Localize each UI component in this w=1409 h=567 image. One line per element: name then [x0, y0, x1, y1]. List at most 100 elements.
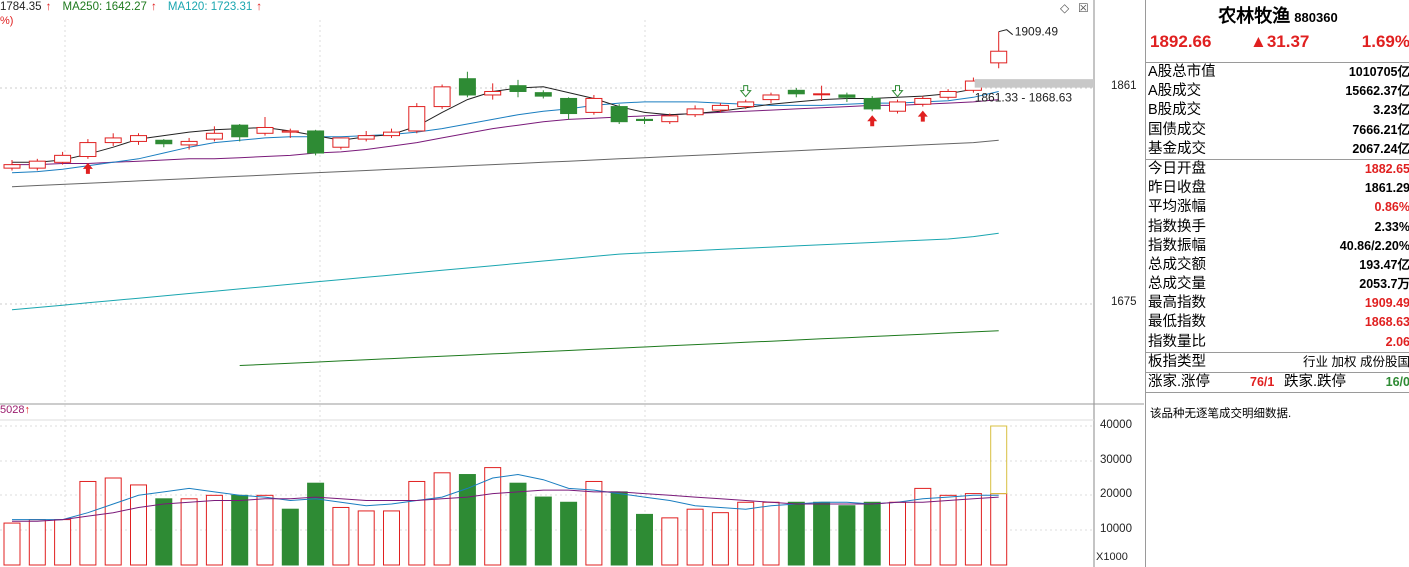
tick-data-note: 该品种无逐笔成交明细数据. — [1150, 408, 1292, 420]
candle-body — [281, 130, 299, 133]
stat-row: 国债成交 7666.21亿 — [1146, 121, 1409, 140]
price-tick-1675: 1675 — [1111, 296, 1137, 308]
volume-bar — [610, 491, 628, 566]
volume-bar — [205, 494, 223, 566]
candle-body — [610, 106, 628, 123]
candle-body — [813, 93, 831, 96]
stat-row: 指数量比 2.06 — [1146, 333, 1409, 352]
stat-row: 指数换手 2.33% — [1146, 218, 1409, 237]
stat-label: 基金成交 — [1148, 140, 1206, 157]
volume-bar — [155, 498, 173, 566]
volume-bar — [787, 501, 805, 566]
stat-label: 指数量比 — [1148, 333, 1206, 350]
down-count-value: 16/0 — [1385, 375, 1409, 389]
candle-body — [484, 90, 502, 96]
up-count-label: 涨家.涨停 — [1148, 374, 1211, 390]
stat-value: 2.33% — [1374, 219, 1409, 234]
stat-row: 指数振幅 40.86/2.20% — [1146, 237, 1409, 256]
volume-bar — [560, 501, 578, 566]
volume-bar — [838, 505, 856, 566]
ma60-line — [11, 139, 999, 188]
down-count-label: 跌家.跌停 — [1284, 374, 1347, 390]
stat-row: 平均涨幅 0.86% — [1146, 198, 1409, 217]
kline-chart-area[interactable]: 1909.49 1861.33 - 1868.63 1784.35 ↑ MA250:… — [0, 0, 1144, 567]
price-change: ▲31.37 — [1250, 32, 1310, 51]
stat-row: 昨日收盘 1861.29 — [1146, 179, 1409, 198]
volume-bar — [509, 482, 527, 566]
volume-bar — [711, 512, 729, 566]
stat-value: 1882.65 — [1364, 161, 1409, 176]
candle-body — [180, 140, 198, 146]
volume-bar — [737, 501, 755, 566]
volume-bar — [585, 480, 603, 566]
volume-bar — [813, 501, 831, 566]
candle-body — [130, 135, 147, 142]
volume-bar — [256, 494, 274, 566]
stat-label: 国债成交 — [1148, 121, 1206, 138]
stat-value: 1010705亿 — [1348, 65, 1409, 79]
ma-legend: 1784.35 ↑ MA250: 1642.27 ↑ MA120: 1723.31 ↑ — [0, 1, 270, 13]
vol-tick-20000: 20000 — [1100, 488, 1132, 500]
current-price: 1892.66 — [1150, 32, 1212, 51]
vol-tick-40000: 40000 — [1100, 419, 1132, 431]
volume-bar — [661, 517, 679, 566]
volume-bar — [54, 519, 72, 566]
volume-bar — [939, 494, 957, 566]
price-tick-1861: 1861 — [1111, 80, 1137, 92]
stat-row: 最低指数 1868.63 — [1146, 313, 1409, 332]
buy-arrow-icon — [867, 115, 878, 127]
volume-bar — [433, 472, 451, 566]
index-name: 农林牧渔 — [1218, 6, 1291, 26]
volume-bar — [863, 501, 881, 566]
candle-body — [383, 131, 400, 137]
stat-row: 总成交量 2053.7万 — [1146, 275, 1409, 294]
stat-label: 昨日收盘 — [1148, 180, 1206, 197]
candle-body — [104, 137, 122, 144]
candle-body — [939, 90, 957, 98]
volume-bar — [889, 501, 906, 566]
price-change-pct: 1.69% — [1361, 32, 1409, 51]
volume-bar — [408, 480, 426, 566]
high-annotation: 1909.49 — [1015, 25, 1059, 39]
ma-item-1: 1784.35 ↑ — [0, 1, 52, 13]
stat-label: 总成交量 — [1148, 276, 1206, 293]
volume-capacity-box — [990, 425, 1008, 495]
candle-body — [661, 115, 679, 123]
close-icon[interactable]: ☒ — [1078, 1, 1089, 15]
up-count-value: 76/1 — [1250, 375, 1275, 389]
candle-body — [231, 124, 249, 138]
candle-body — [737, 101, 755, 108]
volume-bar — [484, 467, 502, 566]
volume-bar — [79, 480, 97, 566]
stat-value: 15662.37亿 — [1345, 84, 1409, 99]
volume-bar — [686, 508, 704, 566]
stat-label: 最低指数 — [1148, 314, 1206, 331]
candle-body — [3, 164, 21, 169]
stat-value: 行业 加权 成份股国 — [1303, 354, 1409, 369]
stat-label: 平均涨幅 — [1148, 199, 1206, 216]
stat-value: 2067.24亿 — [1352, 141, 1409, 156]
volume-bar — [534, 496, 552, 566]
candle-body — [54, 154, 72, 163]
limit-row: 涨家.涨停 76/1 跌家.跌停 16/0 — [1146, 372, 1409, 394]
volume-bar — [104, 477, 122, 566]
stat-value: 2.06 — [1385, 334, 1409, 349]
ma120-item: MA120: 1723.31 ↑ — [167, 1, 263, 13]
current-range-band — [974, 79, 1094, 88]
quote-stats: A股总市值 1010705亿 A股成交 15662.37亿 B股成交 3.23亿 国债成交 7… — [1146, 62, 1409, 394]
stat-value: 40.86/2.20% — [1339, 238, 1409, 253]
volume-bar — [3, 522, 21, 566]
sell-arrow-icon — [739, 85, 752, 98]
current-range-label: 1861.33 - 1868.63 — [975, 91, 1073, 105]
candle-body — [914, 97, 932, 105]
volume-ma10-line — [12, 489, 999, 522]
candle-body — [787, 89, 805, 95]
stat-row: 总成交额 193.47亿 — [1146, 256, 1409, 275]
candle-body — [711, 104, 729, 111]
candle-body — [889, 101, 906, 112]
settings-icon[interactable]: ◇ — [1060, 1, 1070, 15]
index-title: 农林牧渔 880360 — [1146, 2, 1409, 28]
kline-chart[interactable]: 1909.49 1861.33 - 1868.63 — [0, 0, 1144, 567]
stat-row: 今日开盘 1882.65 — [1146, 158, 1409, 179]
stat-row: A股成交 15662.37亿 — [1146, 82, 1409, 101]
